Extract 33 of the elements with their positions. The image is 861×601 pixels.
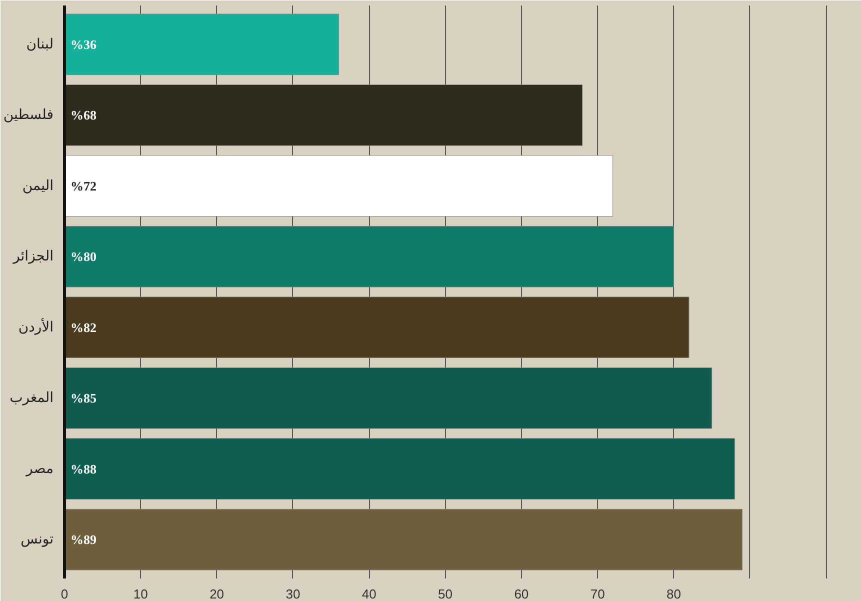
bar bbox=[64, 84, 583, 146]
x-tick-label: 20 bbox=[210, 586, 224, 601]
y-tick-label: المغرب bbox=[10, 390, 54, 406]
bar bbox=[64, 508, 743, 570]
y-tick-label: اليمن bbox=[22, 178, 54, 194]
data-label: %89 bbox=[70, 532, 97, 548]
y-tick-label: الأردن bbox=[18, 317, 54, 336]
bar bbox=[64, 438, 735, 500]
bar bbox=[64, 226, 674, 288]
bar bbox=[64, 367, 712, 429]
y-tick-label: الجزائر bbox=[12, 248, 54, 265]
data-label: %82 bbox=[70, 320, 96, 335]
x-tick-label: 0 bbox=[60, 586, 68, 601]
bar bbox=[64, 14, 339, 76]
x-tick-label: 80 bbox=[666, 586, 681, 601]
data-label: %36 bbox=[70, 36, 97, 52]
bar bbox=[64, 296, 690, 358]
data-label: %72 bbox=[70, 178, 96, 194]
y-tick-label: مصر bbox=[25, 460, 54, 477]
y-tick-label: تونس bbox=[20, 532, 54, 548]
x-tick-label: 30 bbox=[286, 586, 300, 601]
y-tick-label: فلسطين bbox=[3, 107, 54, 124]
y-tick-label: لبنان bbox=[26, 36, 54, 52]
data-label: %80 bbox=[70, 249, 96, 264]
data-label: %85 bbox=[70, 390, 97, 406]
data-label: %88 bbox=[70, 461, 97, 476]
x-tick-label: 10 bbox=[133, 586, 148, 601]
x-tick-label: 50 bbox=[438, 586, 453, 601]
x-tick-label: 70 bbox=[590, 586, 605, 601]
x-tick-label: 40 bbox=[362, 586, 376, 601]
data-label: %68 bbox=[70, 108, 97, 123]
bar bbox=[64, 155, 614, 217]
x-tick-label: 60 bbox=[514, 586, 529, 601]
